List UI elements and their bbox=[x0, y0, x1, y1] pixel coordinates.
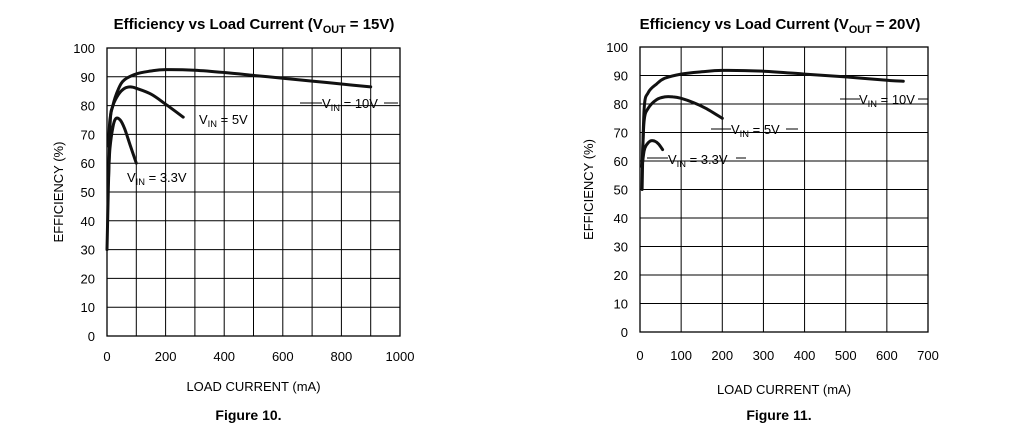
series-line-vin-10v bbox=[105, 68, 373, 252]
y-tick-label: 30 bbox=[614, 240, 628, 255]
x-tick-label: 200 bbox=[711, 348, 733, 363]
y-tick-label: 60 bbox=[81, 156, 95, 171]
x-tick-label: 800 bbox=[331, 349, 353, 364]
y-tick-label: 80 bbox=[614, 97, 628, 112]
x-tick-label: 400 bbox=[794, 348, 816, 363]
series-label: VIN = 10V bbox=[322, 96, 378, 113]
series-label: VIN = 5V bbox=[199, 112, 248, 129]
grid bbox=[640, 47, 928, 332]
series-line-vin-3-3v bbox=[640, 139, 665, 169]
y-tick-label: 90 bbox=[81, 70, 95, 85]
y-tick-label: 20 bbox=[81, 271, 95, 286]
y-axis-label: EFFICIENCY (%) bbox=[581, 139, 596, 240]
y-tick-label: 60 bbox=[614, 154, 628, 169]
y-tick-label: 90 bbox=[614, 69, 628, 84]
x-axis-label: LOAD CURRENT (mA) bbox=[717, 382, 851, 397]
series-line-vin-3-3v bbox=[107, 116, 138, 180]
y-tick-label: 70 bbox=[81, 127, 95, 142]
x-tick-label: 100 bbox=[670, 348, 692, 363]
y-tick-label: 10 bbox=[81, 300, 95, 315]
y-tick-label: 20 bbox=[614, 268, 628, 283]
x-axis-label: LOAD CURRENT (mA) bbox=[186, 379, 320, 394]
series-label: VIN = 5V bbox=[731, 122, 780, 139]
x-tick-label: 200 bbox=[155, 349, 177, 364]
y-tick-label: 50 bbox=[614, 183, 628, 198]
x-tick-label: 600 bbox=[272, 349, 294, 364]
y-tick-label: 40 bbox=[81, 214, 95, 229]
x-tick-label: 600 bbox=[876, 348, 898, 363]
x-tick-label: 700 bbox=[917, 348, 939, 363]
y-tick-label: 50 bbox=[81, 185, 95, 200]
series-line-vin-5v bbox=[107, 85, 185, 148]
y-tick-label: 0 bbox=[621, 325, 628, 340]
y-tick-label: 80 bbox=[81, 99, 95, 114]
x-tick-label: 0 bbox=[636, 348, 643, 363]
x-tick-label: 500 bbox=[835, 348, 857, 363]
chart-figure-11: 0 10 20 30 40 50 60 70 80 90 100 0 100 200 300 400 500 60… bbox=[581, 16, 939, 423]
series-label: VIN = 3.3V bbox=[127, 170, 187, 187]
x-tick-label: 400 bbox=[213, 349, 235, 364]
y-axis-label: EFFICIENCY (%) bbox=[51, 142, 66, 243]
y-tick-label: 30 bbox=[81, 243, 95, 258]
chart-title: Efficiency vs Load Current (VOUT = 15V) bbox=[114, 16, 395, 36]
plot-frame bbox=[639, 46, 929, 333]
figure-caption: Figure 11. bbox=[746, 407, 811, 423]
y-tick-label: 0 bbox=[88, 329, 95, 344]
x-tick-label: 1000 bbox=[386, 349, 415, 364]
series-line-vin-10v bbox=[640, 68, 905, 191]
chart-title: Efficiency vs Load Current (VOUT = 20V) bbox=[640, 16, 921, 36]
y-tick-label: 100 bbox=[73, 41, 95, 56]
figure-caption: Figure 10. bbox=[215, 407, 281, 423]
x-tick-label: 0 bbox=[103, 349, 110, 364]
grid bbox=[107, 48, 400, 336]
x-tick-label: 300 bbox=[753, 348, 775, 363]
series-label: VIN = 10V bbox=[859, 92, 915, 109]
y-tick-label: 100 bbox=[606, 40, 628, 55]
y-tick-label: 70 bbox=[614, 126, 628, 141]
series-label: VIN = 3.3V bbox=[668, 152, 728, 169]
y-tick-label: 40 bbox=[614, 211, 628, 226]
series-line-vin-5v bbox=[640, 95, 724, 169]
y-tick-label: 10 bbox=[614, 297, 628, 312]
